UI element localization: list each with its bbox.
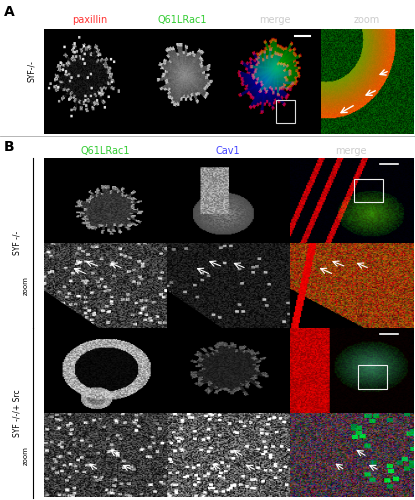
Text: paxillin: paxillin [72, 14, 107, 24]
Text: SYF -/-: SYF -/- [13, 231, 22, 256]
Text: zoom: zoom [23, 276, 29, 295]
Text: SYF -/-/+ Src: SYF -/-/+ Src [13, 389, 22, 436]
Text: B: B [4, 140, 15, 154]
Text: merge: merge [336, 146, 367, 156]
Text: Q61LRac1: Q61LRac1 [81, 146, 130, 156]
Text: zoom: zoom [23, 446, 29, 464]
Text: SYF-/-: SYF-/- [27, 60, 37, 82]
Text: merge: merge [259, 14, 290, 24]
Text: Q61LRac1: Q61LRac1 [157, 14, 207, 24]
Text: A: A [4, 5, 15, 19]
Bar [358, 366, 387, 389]
Text: Cav1: Cav1 [216, 146, 241, 156]
Bar [354, 179, 383, 203]
Bar [276, 100, 295, 123]
Text: zoom: zoom [354, 14, 380, 24]
